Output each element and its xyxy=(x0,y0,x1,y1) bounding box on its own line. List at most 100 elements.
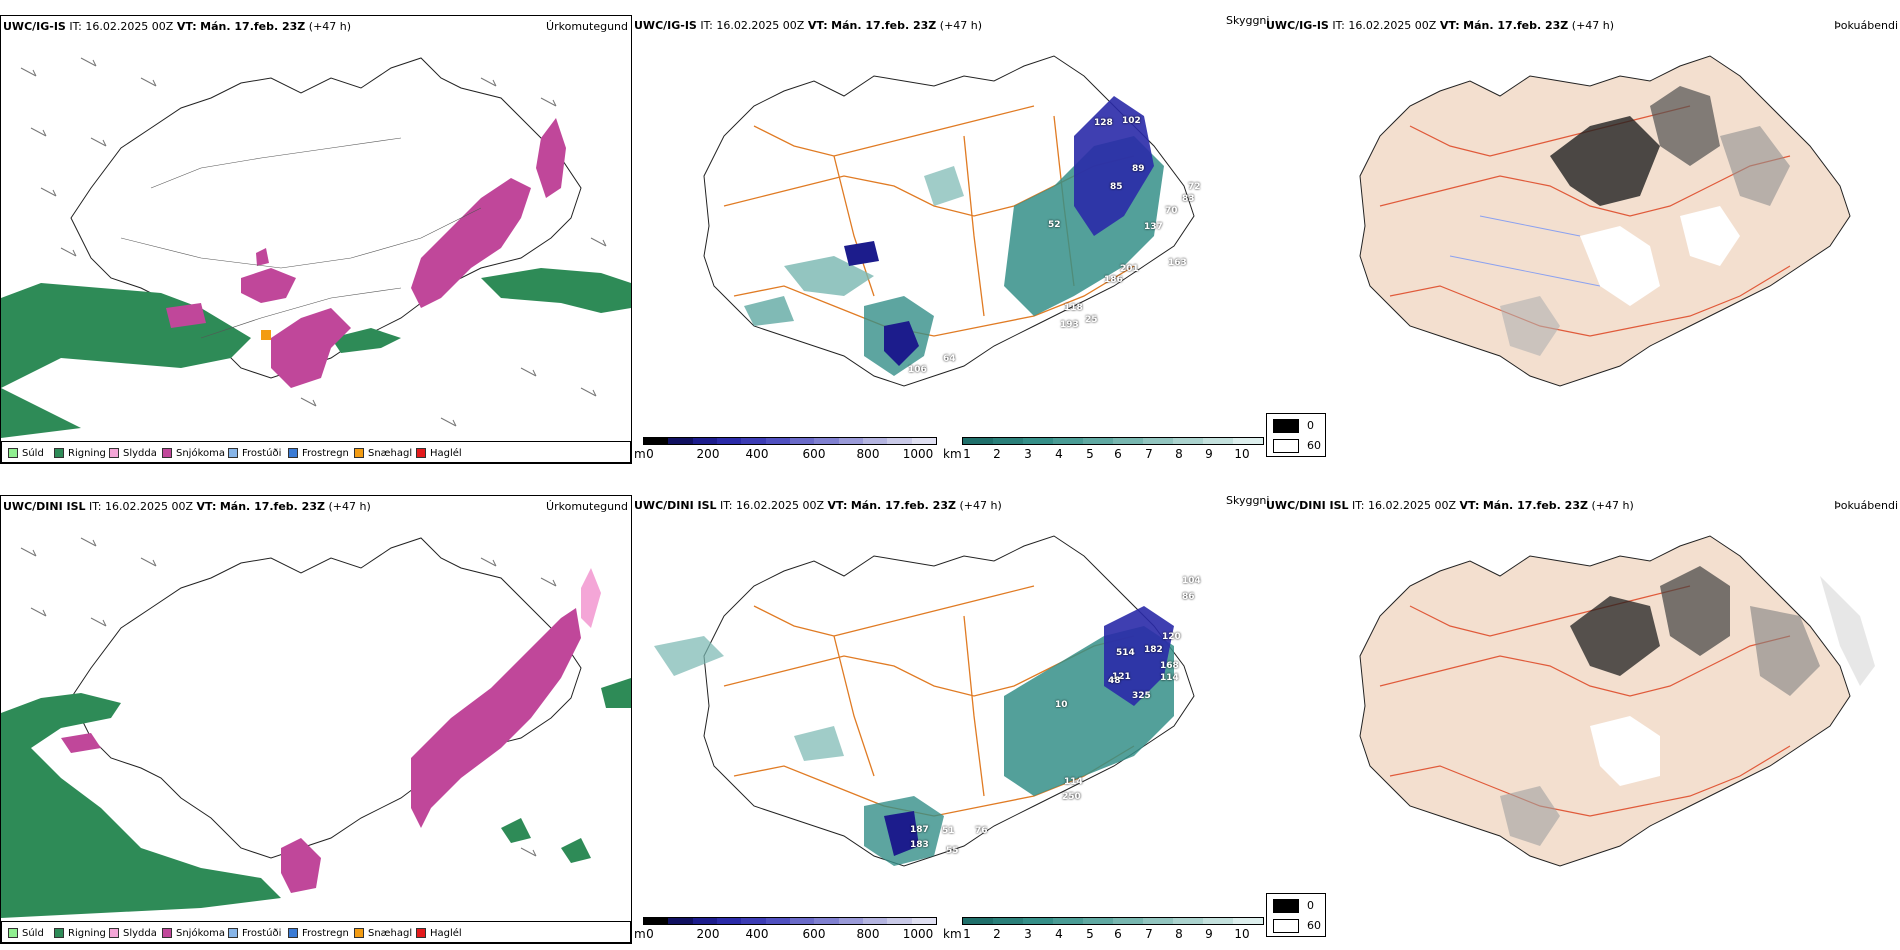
legend-swatch xyxy=(416,448,426,458)
it-label: IT: xyxy=(89,500,102,513)
precip-type-label: Úrkomutegund xyxy=(546,500,628,513)
precip-type-panel: UWC/DINI ISL IT: 16.02.2025 00Z VT: Mán.… xyxy=(0,495,632,944)
colorbar-m-unit: m xyxy=(634,447,646,461)
colorbar-tick: 0 xyxy=(646,927,654,941)
legend-item: Snjókoma xyxy=(162,928,225,940)
it-value: 16.02.2025 00Z xyxy=(736,499,825,512)
colorbar-tick: 2 xyxy=(993,927,1001,941)
vis-label: 121 xyxy=(1112,672,1131,682)
colorbar-tick: 400 xyxy=(745,927,769,941)
vis-label: 72 xyxy=(1188,182,1201,192)
colorbar-tick: 8 xyxy=(1175,927,1183,941)
rain-area xyxy=(481,268,631,313)
precip-legend: Súld Rigning Slydda Snjókoma Frostúði Fr… xyxy=(1,921,631,943)
colorbar-tick: 5 xyxy=(1086,927,1094,941)
colorbar-tick: 7 xyxy=(1145,447,1153,461)
fog-legend-label: 60 xyxy=(1307,919,1321,932)
legend-swatch xyxy=(416,928,426,938)
vt-value: Mán. 17.feb. 23Z xyxy=(831,19,937,32)
it-label: IT: xyxy=(1352,499,1365,512)
vt-label: VT: xyxy=(1459,499,1480,512)
colorbar-tick: 2 xyxy=(993,447,1001,461)
vis-label: 83 xyxy=(1182,194,1195,204)
snow-area xyxy=(166,303,206,328)
panel-header: UWC/DINI ISL IT: 16.02.2025 00Z VT: Mán.… xyxy=(3,500,371,514)
visibility-label: Skyggni xyxy=(1226,494,1270,507)
legend-swatch xyxy=(109,928,119,938)
colorbar-tick: 400 xyxy=(745,447,769,461)
colorbar-tick: 10 xyxy=(1234,447,1250,461)
fog-legend: 0 60 xyxy=(1266,413,1326,457)
legend-item: Frostregn xyxy=(288,928,349,940)
colorbar-tick: 4 xyxy=(1055,927,1063,941)
legend-swatch xyxy=(354,928,364,938)
visibility-label: Skyggni xyxy=(1226,14,1270,27)
colorbar-tick: 5 xyxy=(1086,447,1094,461)
legend-item: Súld xyxy=(8,448,44,460)
vis-label: 52 xyxy=(1048,220,1061,230)
fog-legend-label: 0 xyxy=(1307,419,1314,432)
vis-label: 70 xyxy=(1165,206,1178,216)
vt-label: VT: xyxy=(827,499,848,512)
it-value: 16.02.2025 00Z xyxy=(105,500,194,513)
snow-area xyxy=(256,248,269,266)
vis-label: 250 xyxy=(1062,792,1081,802)
vis-label: 120 xyxy=(1162,632,1181,642)
fog-legend: 0 60 xyxy=(1266,893,1326,937)
colorbar-tick: 6 xyxy=(1114,927,1122,941)
vis-label: 102 xyxy=(1122,116,1141,126)
vis-label: 85 xyxy=(1110,182,1123,192)
fog-swatch-black xyxy=(1273,899,1299,913)
lead-time: (+47 h) xyxy=(1571,19,1615,32)
colorbar-tick: 6 xyxy=(1114,447,1122,461)
fog-map xyxy=(1359,55,1851,387)
snow-area xyxy=(536,118,566,198)
vis-label: 64 xyxy=(943,354,956,364)
vis-label: 325 xyxy=(1132,691,1151,701)
it-label: IT: xyxy=(720,499,733,512)
model-name: UWC/DINI ISL xyxy=(634,499,717,512)
vt-value: Mán. 17.feb. 23Z xyxy=(219,500,325,513)
colorbar-tick: 800 xyxy=(856,927,880,941)
lead-time: (+47 h) xyxy=(1591,499,1634,512)
iceland-outline xyxy=(70,537,582,859)
legend-swatch xyxy=(109,448,119,458)
colorbar-tick: 600 xyxy=(802,927,826,941)
legend-swatch xyxy=(228,448,238,458)
forecast-row-1: UWC/IG-IS IT: 16.02.2025 00Z VT: Mán. 17… xyxy=(0,0,1900,470)
vis-label: 114 xyxy=(1160,673,1179,683)
vis-label: 10 xyxy=(1055,700,1068,710)
legend-item: Frostregn xyxy=(288,448,349,460)
vt-label: VT: xyxy=(196,500,217,513)
colorbar-tick: 1000 xyxy=(902,447,934,461)
vis-label: 86 xyxy=(1182,592,1195,602)
colorbar-m-strip xyxy=(643,917,937,925)
lead-time: (+47 h) xyxy=(959,499,1002,512)
colorbar-tick: 1 xyxy=(963,447,971,461)
vis-label: 55 xyxy=(946,846,959,856)
vis-label: 48 xyxy=(1108,676,1121,686)
model-name: UWC/IG-IS xyxy=(1266,19,1329,32)
colorbar-tick: 7 xyxy=(1145,927,1153,941)
colorbar-tick: 8 xyxy=(1175,447,1183,461)
vis-label: 118 xyxy=(1064,303,1083,313)
vt-value: Mán. 17.feb. 23Z xyxy=(200,20,306,33)
legend-item: Slydda xyxy=(109,448,157,460)
colorbar-tick: 9 xyxy=(1205,927,1213,941)
fog-map xyxy=(1359,535,1875,867)
legend-item: Snjókoma xyxy=(162,448,225,460)
colorbar-tick: 4 xyxy=(1055,447,1063,461)
vis-label: 182 xyxy=(1144,645,1163,655)
colorbar-tick: 1 xyxy=(963,927,971,941)
panel-header: UWC/DINI ISL IT: 16.02.2025 00Z VT: Mán.… xyxy=(634,499,1002,513)
precip-type-map xyxy=(1,57,631,438)
panel-header: UWC/DINI ISL IT: 16.02.2025 00Z VT: Mán.… xyxy=(1266,499,1634,513)
legend-swatch xyxy=(54,928,64,938)
vis-label: 25 xyxy=(1085,315,1098,325)
colorbar-tick: 3 xyxy=(1024,927,1032,941)
vt-label: VT: xyxy=(807,19,828,32)
vt-value: Mán. 17.feb. 23Z xyxy=(1463,19,1569,32)
legend-swatch xyxy=(8,928,18,938)
vis-label: 89 xyxy=(1132,164,1145,174)
panel-header: UWC/IG-IS IT: 16.02.2025 00Z VT: Mán. 17… xyxy=(1266,19,1614,33)
